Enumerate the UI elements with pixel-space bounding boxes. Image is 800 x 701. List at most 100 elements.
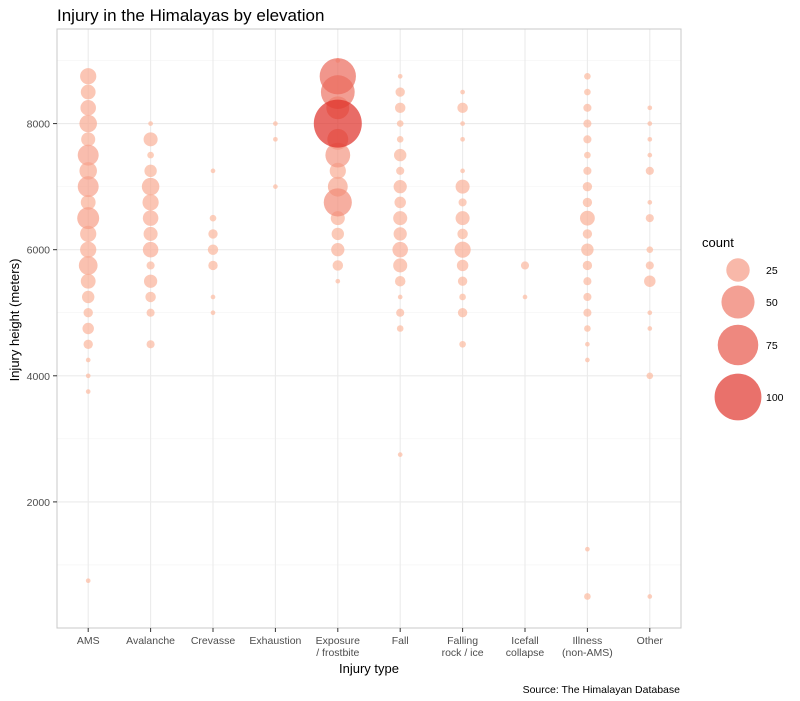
source-caption: Source: The Himalayan Database xyxy=(523,684,681,696)
data-point xyxy=(83,339,93,349)
data-point xyxy=(585,341,590,347)
legend-label: 100 xyxy=(766,392,784,404)
data-point xyxy=(77,176,99,198)
data-point xyxy=(583,308,592,317)
data-point xyxy=(80,273,96,289)
data-points xyxy=(77,58,656,600)
data-point xyxy=(584,88,591,96)
data-point xyxy=(647,152,653,158)
data-point xyxy=(79,114,97,133)
data-point xyxy=(78,256,98,275)
data-point xyxy=(146,261,155,270)
data-point xyxy=(454,241,471,258)
data-point xyxy=(584,151,591,159)
data-point xyxy=(457,102,468,114)
data-point xyxy=(457,308,468,318)
data-point xyxy=(83,308,93,318)
data-point xyxy=(647,310,653,316)
data-point xyxy=(143,132,158,147)
data-point xyxy=(585,546,590,552)
data-point xyxy=(647,326,653,331)
legend-key xyxy=(714,373,762,421)
data-point xyxy=(582,260,593,271)
data-point xyxy=(332,260,344,271)
data-point xyxy=(80,241,97,258)
data-point xyxy=(456,259,469,272)
data-point xyxy=(581,243,594,256)
data-point xyxy=(148,121,153,126)
data-point xyxy=(331,227,344,241)
data-point xyxy=(457,276,468,286)
data-point xyxy=(393,211,408,226)
data-point xyxy=(458,198,467,207)
data-point xyxy=(460,136,465,142)
data-point xyxy=(397,452,403,457)
data-point xyxy=(396,166,405,175)
data-point xyxy=(396,136,404,143)
data-point xyxy=(584,72,591,80)
legend-title: count xyxy=(702,235,734,250)
data-point xyxy=(584,593,591,600)
data-point xyxy=(85,357,91,363)
data-point xyxy=(82,322,94,335)
data-point xyxy=(455,179,470,194)
data-point xyxy=(85,578,91,584)
x-axis-title: Injury type xyxy=(339,661,399,676)
size-legend: count 25 50 75 100 xyxy=(702,235,784,421)
x-tick-label: Crevasse xyxy=(191,635,236,647)
data-point xyxy=(273,121,278,126)
data-point xyxy=(457,228,468,240)
data-point xyxy=(142,210,159,226)
data-point xyxy=(80,100,96,116)
data-point xyxy=(79,162,97,180)
data-point xyxy=(394,196,406,209)
data-point xyxy=(208,229,218,239)
data-point xyxy=(394,102,406,114)
data-point xyxy=(395,87,405,97)
x-tick-label: Icefall collapse xyxy=(506,635,545,659)
data-point xyxy=(582,229,593,239)
data-point xyxy=(645,166,654,175)
data-point xyxy=(520,261,530,270)
data-point xyxy=(209,214,217,222)
data-point xyxy=(273,136,278,142)
data-point xyxy=(583,277,592,286)
data-point xyxy=(80,194,96,210)
data-point xyxy=(647,105,653,111)
data-point xyxy=(77,207,100,230)
data-point xyxy=(396,325,404,332)
data-point xyxy=(392,241,408,258)
data-point xyxy=(459,340,466,348)
data-point xyxy=(583,103,592,112)
x-tick-label: Illness (non-AMS) xyxy=(562,635,613,659)
data-point xyxy=(459,293,466,301)
y-axis-title: Injury height (meters) xyxy=(7,259,22,382)
data-point xyxy=(143,274,158,288)
data-point xyxy=(147,151,154,159)
data-point xyxy=(584,325,591,332)
y-tick-label: 8000 xyxy=(27,119,51,131)
data-point xyxy=(460,89,465,95)
panel-border xyxy=(56,28,682,629)
data-point xyxy=(645,214,654,223)
x-tick-label: Exposure / frostbite xyxy=(316,635,361,659)
y-tick-label: 4000 xyxy=(27,371,51,383)
legend-label: 25 xyxy=(766,265,778,277)
data-point xyxy=(210,310,216,316)
data-point xyxy=(80,225,97,243)
data-point xyxy=(585,357,590,363)
data-point xyxy=(80,84,96,100)
data-point xyxy=(647,136,653,142)
x-tick-label: AMS xyxy=(77,635,100,647)
data-point xyxy=(142,194,159,211)
data-point xyxy=(85,373,91,379)
data-point xyxy=(146,308,155,317)
data-point xyxy=(646,372,654,380)
data-point xyxy=(80,68,97,85)
data-point xyxy=(393,180,407,194)
data-point xyxy=(273,184,278,189)
data-point xyxy=(645,261,654,270)
data-point xyxy=(396,120,404,127)
data-point xyxy=(583,135,592,144)
chart-title: Injury in the Himalayas by elevation xyxy=(57,6,324,25)
